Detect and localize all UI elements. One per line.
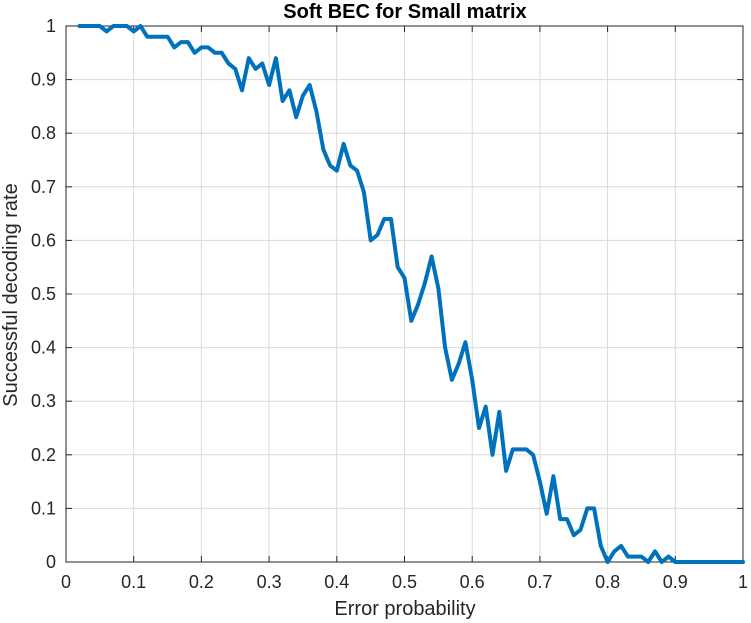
x-tick-label: 0 bbox=[61, 572, 71, 592]
y-tick-label: 0.5 bbox=[31, 284, 56, 304]
y-tick-label: 0.1 bbox=[31, 498, 56, 518]
y-tick-label: 0 bbox=[46, 552, 56, 572]
y-axis-label: Successful decoding rate bbox=[0, 183, 22, 406]
x-tick-label: 1 bbox=[738, 572, 748, 592]
y-tick-labels: 0 0.1 0.2 0.3 0.4 0.5 0.6 0.7 0.8 0.9 1 bbox=[31, 16, 56, 572]
grid-lines bbox=[65, 25, 744, 563]
x-tick-label: 0.2 bbox=[189, 572, 214, 592]
y-tick-label: 0.9 bbox=[31, 70, 56, 90]
y-tick-label: 1 bbox=[46, 16, 56, 36]
x-axis-label: Error probability bbox=[334, 598, 475, 620]
series-layer bbox=[77, 24, 745, 564]
y-tick-label: 0.3 bbox=[31, 391, 56, 411]
x-tick-label: 0.5 bbox=[392, 572, 417, 592]
x-tick-labels: 0 0.1 0.2 0.3 0.4 0.5 0.6 0.7 0.8 0.9 1 bbox=[61, 572, 748, 592]
x-tick-label: 0.6 bbox=[460, 572, 485, 592]
x-tick-label: 0.7 bbox=[527, 572, 552, 592]
x-tick-label: 0.3 bbox=[257, 572, 282, 592]
x-tick-label: 0.8 bbox=[595, 572, 620, 592]
y-tick-label: 0.7 bbox=[31, 177, 56, 197]
x-tick-label: 0.9 bbox=[663, 572, 688, 592]
y-tick-label: 0.4 bbox=[31, 338, 56, 358]
y-tick-label: 0.8 bbox=[31, 123, 56, 143]
y-tick-label: 0.6 bbox=[31, 230, 56, 250]
series-line bbox=[77, 24, 745, 564]
y-tick-label: 0.2 bbox=[31, 445, 56, 465]
x-tick-label: 0.1 bbox=[121, 572, 146, 592]
chart-title: Soft BEC for Small matrix bbox=[283, 1, 526, 23]
x-tick-label: 0.4 bbox=[324, 572, 349, 592]
